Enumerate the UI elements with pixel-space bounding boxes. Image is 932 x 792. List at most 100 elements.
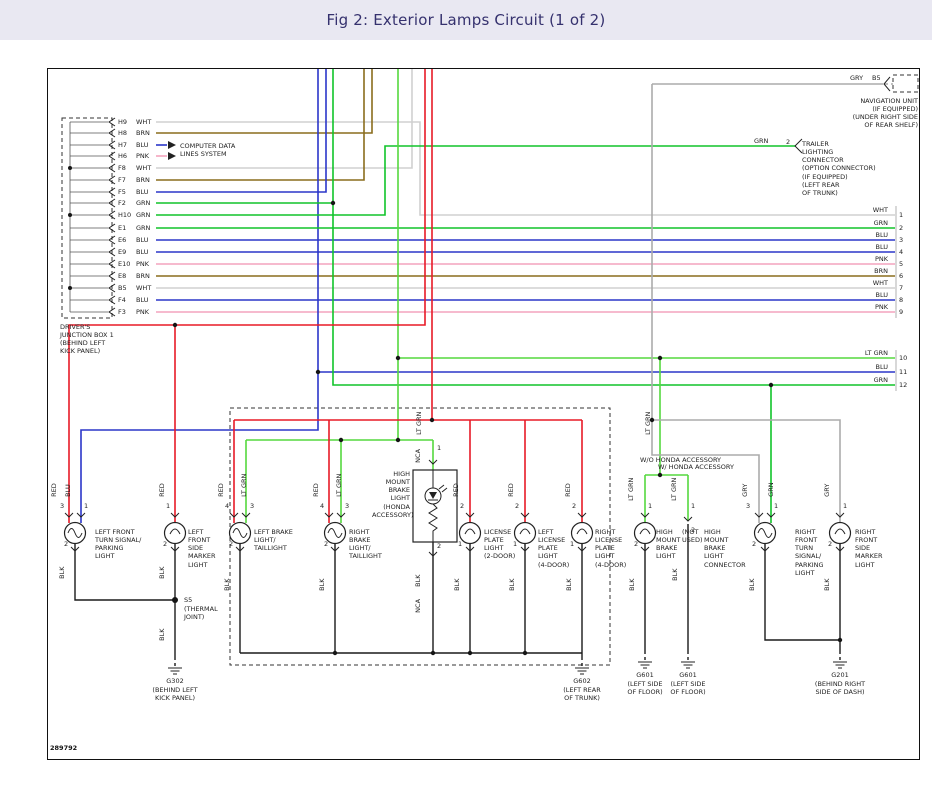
pin-number: 1	[570, 540, 575, 548]
wire-color-label: RED	[452, 483, 461, 497]
junction-pin-wire-color: BRN	[136, 176, 150, 184]
resistor-symbol	[428, 503, 438, 542]
junction-pin-wire-color: GRN	[136, 224, 151, 232]
ground-location: (BEHIND LEFT KICK PANEL)	[152, 686, 198, 703]
wire-color-label: BLU	[64, 484, 73, 497]
component-name: LICENSE PLATE LIGHT (2-DOOR)	[484, 528, 516, 561]
junction-pin-id: E6	[118, 236, 127, 244]
pin-number: 2	[460, 502, 465, 510]
diagram-border	[47, 68, 920, 760]
figure-number: 289792	[50, 744, 78, 752]
wire-color-label: RED	[507, 483, 516, 497]
bulb-license-2door	[458, 521, 482, 545]
component-name: RIGHT FRONT TURN SIGNAL/ PARKING LIGHT	[795, 528, 824, 577]
wire-color-label: LT GRN	[240, 473, 249, 497]
pin-number: 2	[229, 540, 234, 548]
pin-number: 1	[458, 540, 463, 548]
pin-number: 3	[345, 502, 350, 510]
terminal-wire-color: PNK	[874, 303, 888, 311]
bulb-right-side-marker	[828, 521, 852, 545]
terminal-number: 10	[899, 354, 908, 362]
wire-color-label: LT GRN	[415, 411, 424, 435]
ground-id: G302	[166, 677, 184, 685]
splice-s5-dot	[172, 597, 178, 603]
terminal-number: 3	[899, 236, 904, 244]
terminal-number: 8	[899, 296, 904, 304]
wire-color-label: LT GRN	[627, 477, 636, 501]
bulb-symbols	[63, 521, 852, 545]
junction-pin-wire-color: BLU	[136, 248, 149, 256]
terminal-wire-color: BLU	[875, 243, 888, 251]
wire-color-label: RED	[217, 483, 226, 497]
wire-color-label: BLK	[58, 566, 67, 579]
junction-pin-id: F3	[118, 308, 126, 316]
pin-number: 1	[648, 502, 653, 510]
nav-wire-color: GRY	[850, 74, 864, 82]
wire-junction-dots	[68, 166, 843, 656]
pin-number: 1	[513, 540, 518, 548]
brown-wires	[156, 69, 895, 277]
pin-number: 2	[572, 502, 577, 510]
pin-number: 3	[746, 502, 751, 510]
dashed-boxes	[61, 74, 919, 666]
pin-number: 1	[437, 444, 442, 452]
terminal-number: 9	[899, 308, 904, 316]
junction-box-caption: DRIVER'S JUNCTION BOX 1 (BEHIND LEFT KIC…	[60, 323, 114, 356]
terminal-wire-color: LT GRN	[864, 349, 888, 357]
computer-data-note: COMPUTER DATA LINES SYSTEM	[180, 142, 236, 159]
pin-number: 1	[166, 502, 171, 510]
wire-color-label: BLK	[628, 578, 637, 591]
note-with-accessory: W/ HONDA ACCESSORY	[658, 463, 734, 471]
terminal-wire-color: PNK	[874, 255, 888, 263]
wire-color-label: LT GRN	[335, 473, 344, 497]
single-filaments	[169, 528, 846, 535]
pin-number: 2	[64, 540, 69, 548]
terminal-wire-color: WHT	[872, 279, 888, 287]
trailer-pin: 2	[786, 138, 791, 146]
gray-wires	[651, 83, 883, 523]
junction-pin-id: H8	[118, 129, 128, 137]
junction-pin-wire-color: BLU	[136, 236, 149, 244]
terminal-number: 6	[899, 272, 904, 280]
figure-title-bar: Fig 2: Exterior Lamps Circuit (1 of 2)	[0, 0, 932, 40]
terminal-number: 4	[899, 248, 904, 256]
junction-pin-id: H10	[118, 211, 132, 219]
junction-pin-wire-color: PNK	[136, 152, 150, 160]
pin-number: 4	[320, 502, 325, 510]
junction-pin-id: F5	[118, 188, 126, 196]
junction-pin-id: F8	[118, 164, 126, 172]
junction-box-outline	[61, 117, 113, 319]
wire-color-label: GRY	[823, 483, 832, 497]
terminal-wire-color: BLU	[875, 231, 888, 239]
junction-pin-wire-color: GRN	[136, 211, 151, 219]
component-name: RIGHT FRONT SIDE MARKER LIGHT	[855, 528, 883, 569]
note-without-accessory: W/O HONDA ACCESSORY	[640, 456, 722, 464]
terminal-wire-color: GRN	[873, 376, 888, 384]
junction-pin-id: H9	[118, 118, 128, 126]
rear-lamp-assembly-outline	[229, 407, 611, 666]
component-name: RIGHT BRAKE LIGHT/ TAILLIGHT	[349, 528, 382, 561]
junction-pin-wire-color: WHT	[136, 164, 152, 172]
white-wires	[156, 69, 895, 289]
pin-number: 2	[828, 540, 833, 548]
ground-location: (BEHIND RIGHT SIDE OF DASH)	[814, 680, 866, 697]
wire-color-label: BLK	[223, 578, 232, 591]
pin-number: 2	[691, 526, 696, 534]
junction-pin-id: H7	[118, 141, 128, 149]
lamp-connector-icons	[64, 459, 845, 557]
junction-pin-id: F7	[118, 176, 126, 184]
bulb-left-license-4door	[513, 521, 537, 545]
junction-pin-connector-icons	[108, 117, 116, 317]
pink-wires	[156, 155, 895, 313]
pin-number: 1	[843, 502, 848, 510]
terminal-wire-color: WHT	[872, 206, 888, 214]
terminal-wire-color: BLU	[875, 363, 888, 371]
terminal-number: 7	[899, 284, 904, 292]
wire-color-label: BLK	[671, 568, 680, 581]
junction-pin-id: H6	[118, 152, 128, 160]
terminal-number: 12	[899, 381, 908, 389]
component-name: LEFT LICENSE PLATE LIGHT (4-DOOR)	[538, 528, 570, 569]
pin-number: 4	[225, 502, 230, 510]
wire-color-label: LT GRN	[670, 477, 679, 501]
junction-pin-id: E1	[118, 224, 127, 232]
